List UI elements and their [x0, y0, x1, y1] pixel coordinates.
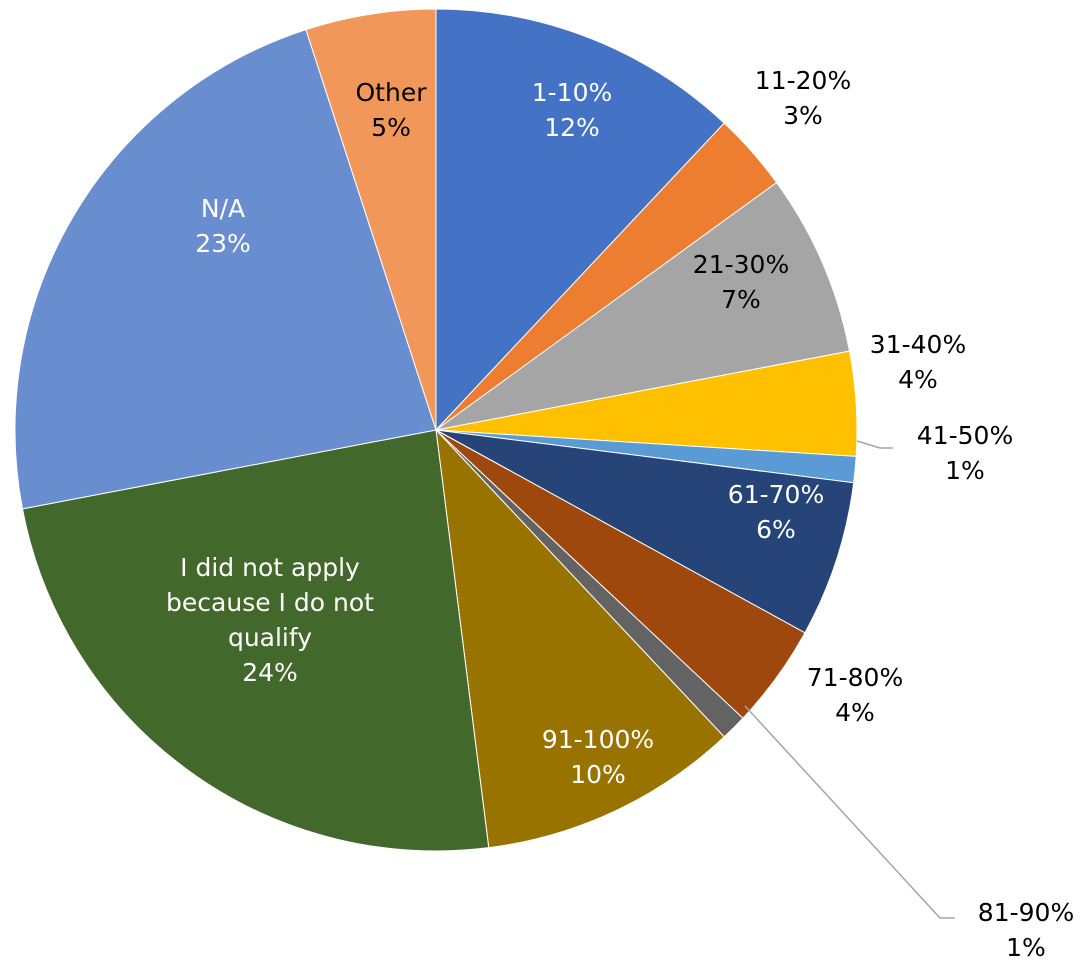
pie-slice	[305, 8, 437, 431]
pie-slice	[435, 429, 855, 634]
value-label: 1%	[1006, 933, 1046, 962]
data-label: 41-50% 1%	[917, 418, 1013, 488]
pie-slice	[14, 28, 437, 510]
slices	[14, 8, 858, 852]
pie-slice	[435, 181, 851, 431]
data-label: 21-30% 7%	[693, 247, 789, 317]
category-label: Other	[355, 78, 427, 107]
value-label: 1%	[945, 456, 985, 485]
data-label: 11-20% 3%	[755, 63, 851, 133]
data-label: 61-70% 6%	[728, 477, 824, 547]
value-label: 4%	[898, 365, 938, 394]
category-label: 11-20%	[754, 66, 852, 95]
category-label: N/A	[200, 194, 246, 223]
data-label: I did not apply because I do not qualify…	[135, 550, 405, 690]
value-label: 10%	[570, 760, 626, 789]
data-label: 1-10% 12%	[532, 75, 613, 145]
pie-slice	[435, 8, 725, 432]
value-label: 3%	[783, 101, 823, 130]
data-label: 71-80% 4%	[807, 660, 903, 730]
value-label: 23%	[195, 229, 251, 258]
value-label: 5%	[371, 113, 411, 142]
category-label: 31-40%	[869, 330, 967, 359]
leader-line	[744, 705, 955, 919]
category-label: 91-100%	[541, 725, 655, 754]
data-label: 31-40% 4%	[870, 327, 966, 397]
category-label: 71-80%	[806, 663, 904, 692]
value-label: 24%	[242, 658, 298, 687]
data-label: N/A 23%	[195, 191, 251, 261]
pie-slice	[21, 429, 490, 852]
data-label: Other 5%	[356, 75, 427, 145]
data-label: 81-90% 1%	[978, 895, 1074, 963]
category-label: 81-90%	[977, 898, 1075, 927]
category-label: 21-30%	[692, 250, 790, 279]
pie-slice	[435, 428, 725, 849]
value-label: 6%	[756, 515, 796, 544]
value-label: 12%	[544, 113, 600, 142]
category-label: I did not apply because I do not qualify	[166, 553, 374, 652]
category-label: 41-50%	[916, 421, 1014, 450]
category-label: 1-10%	[531, 78, 613, 107]
category-label: 61-70%	[727, 480, 825, 509]
value-label: 4%	[835, 698, 875, 727]
value-label: 7%	[721, 285, 761, 314]
data-label: 91-100% 10%	[542, 722, 654, 792]
leader-line	[856, 440, 893, 449]
